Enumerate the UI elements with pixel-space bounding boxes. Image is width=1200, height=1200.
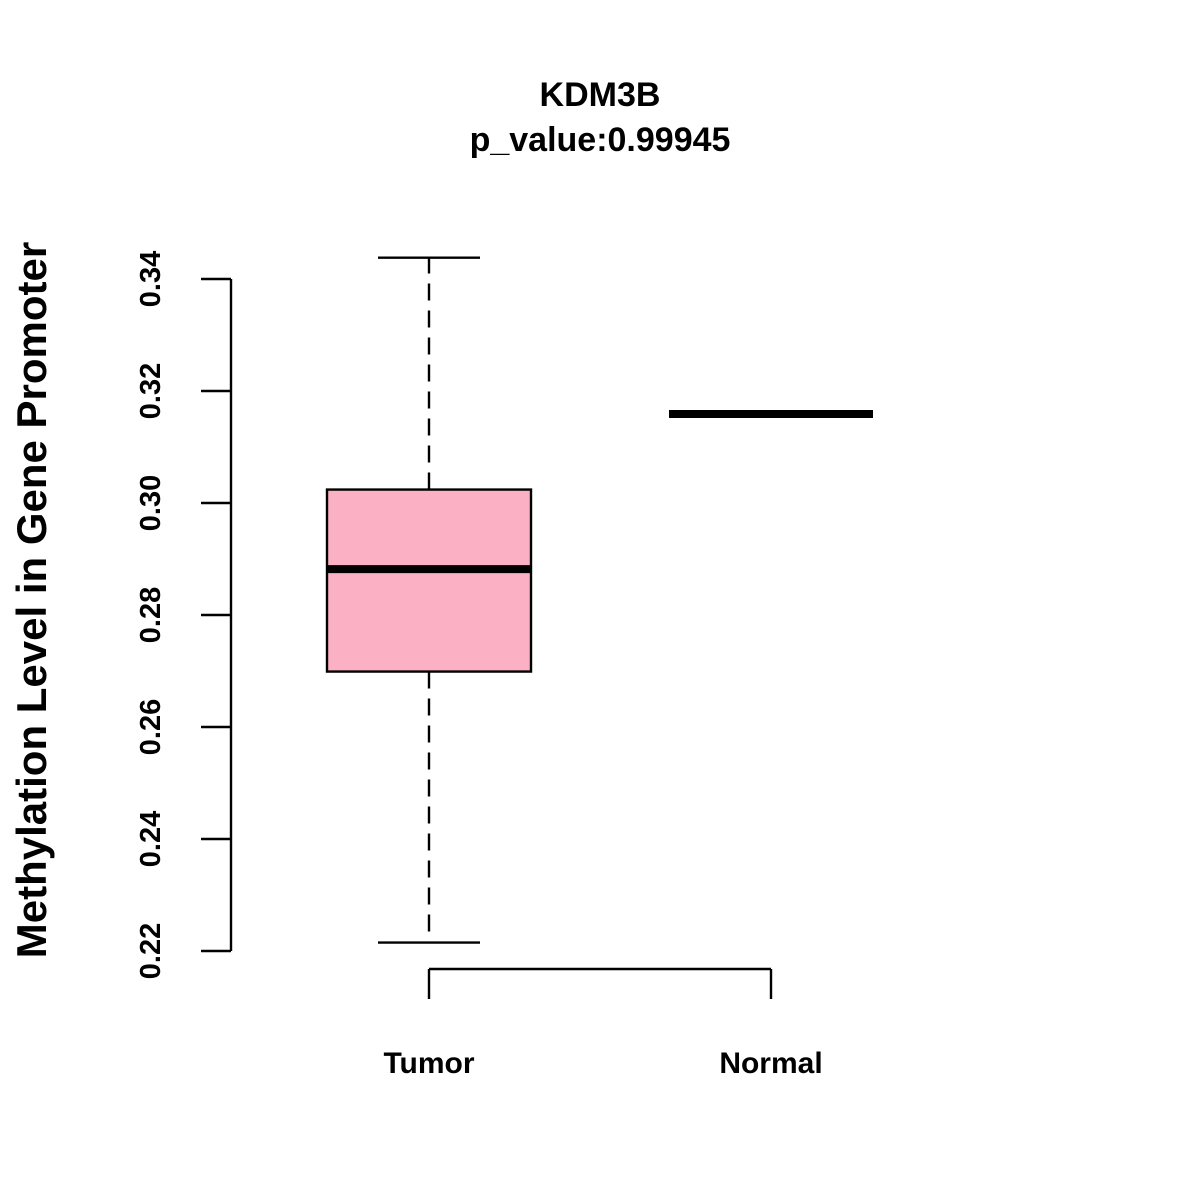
box-series [325, 256, 873, 944]
chart-subtitle: p_value:0.99945 [470, 121, 731, 159]
x-tick-label: Tumor [383, 1047, 474, 1080]
y-tick-label: 0.28 [135, 587, 167, 643]
y-axis-label: Methylation Level in Gene Promoter [8, 242, 55, 958]
box-iqr [325, 488, 533, 673]
y-tick-label: 0.24 [135, 811, 167, 867]
y-tick-label: 0.22 [135, 923, 167, 979]
y-axis: 0.22 0.24 0.26 0.28 0.30 0.32 0.34 [135, 251, 233, 979]
y-tick-label: 0.34 [135, 251, 167, 307]
y-tick-label: 0.26 [135, 699, 167, 755]
chart-title: KDM3B [540, 76, 661, 114]
x-axis: Tumor Normal [383, 967, 823, 1080]
y-tick-label: 0.30 [135, 475, 167, 531]
x-tick-label: Normal [719, 1047, 822, 1080]
y-tick-label: 0.32 [135, 363, 167, 419]
